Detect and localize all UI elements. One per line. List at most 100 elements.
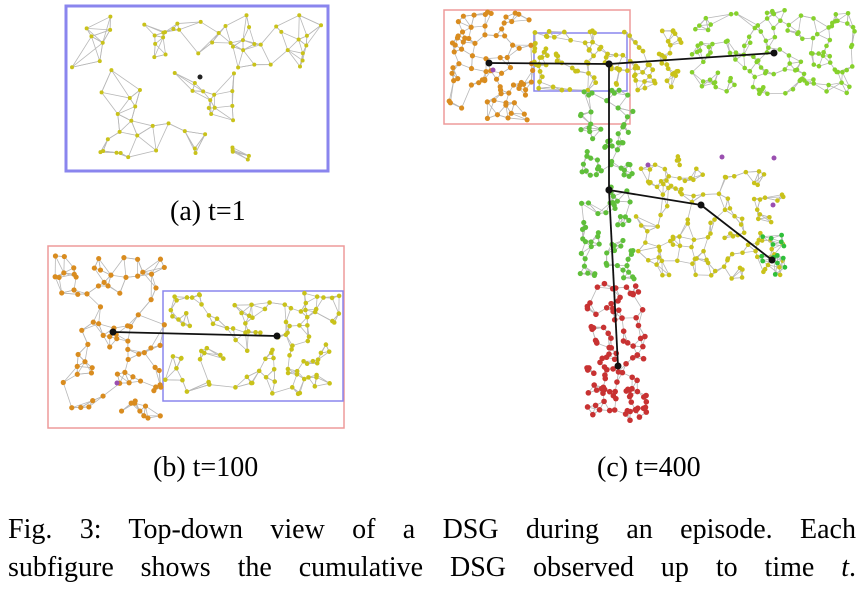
graph-node bbox=[455, 76, 461, 82]
graph-node bbox=[613, 80, 619, 86]
graph-edge bbox=[144, 24, 155, 36]
graph-edge bbox=[242, 15, 247, 41]
graph-edge bbox=[570, 39, 586, 44]
graph-node bbox=[658, 212, 663, 218]
graph-node bbox=[70, 65, 75, 70]
graph-node bbox=[600, 384, 607, 391]
agent-node bbox=[770, 49, 778, 57]
graph-node bbox=[107, 344, 113, 350]
graph-node bbox=[839, 80, 844, 85]
graph-edge bbox=[539, 81, 554, 88]
graph-node bbox=[263, 374, 269, 380]
graph-node bbox=[455, 33, 461, 39]
figure-caption-text-2: subfigure shows the cumulative DSG obser… bbox=[8, 552, 815, 583]
graph-node bbox=[633, 40, 638, 45]
graph-node bbox=[852, 29, 857, 34]
graph-edge bbox=[103, 150, 117, 154]
graph-edge bbox=[204, 352, 224, 359]
graph-edge bbox=[487, 93, 502, 103]
graph-node bbox=[677, 243, 683, 249]
graph-edge bbox=[292, 340, 308, 347]
graph-node bbox=[581, 219, 587, 226]
graph-node bbox=[635, 87, 641, 93]
graph-node bbox=[300, 58, 305, 63]
graph-node bbox=[621, 275, 627, 281]
graph-node bbox=[591, 382, 598, 388]
graph-edge bbox=[232, 147, 250, 157]
graph-edge bbox=[127, 349, 145, 354]
agent-node bbox=[109, 328, 117, 336]
graph-node bbox=[582, 256, 588, 262]
graph-edge bbox=[194, 134, 206, 149]
graph-edge bbox=[150, 324, 165, 349]
graph-node bbox=[256, 368, 262, 374]
graph-node bbox=[450, 65, 456, 71]
graph-edge bbox=[98, 323, 115, 329]
graph-node bbox=[786, 22, 792, 28]
graph-node bbox=[798, 59, 804, 65]
graph-edge bbox=[130, 106, 136, 121]
graph-node bbox=[89, 365, 95, 371]
graph-node bbox=[101, 279, 107, 286]
graph-node bbox=[269, 350, 274, 355]
graph-node bbox=[756, 169, 762, 174]
graph-node bbox=[56, 274, 62, 281]
graph-node bbox=[314, 375, 319, 380]
graph-node bbox=[741, 230, 747, 236]
graph-node bbox=[602, 372, 608, 378]
graph-edge bbox=[71, 400, 93, 409]
graph-node bbox=[625, 256, 631, 262]
graph-node bbox=[585, 270, 591, 276]
graph-node bbox=[654, 184, 660, 190]
graph-edge bbox=[287, 49, 303, 61]
agent-node bbox=[605, 60, 613, 68]
graph-edge bbox=[251, 302, 270, 306]
graph-node bbox=[821, 49, 826, 55]
graph-node bbox=[521, 81, 527, 87]
graph-edge bbox=[225, 25, 231, 44]
graph-node bbox=[166, 121, 171, 126]
graph-node bbox=[844, 90, 850, 96]
graph-node bbox=[250, 315, 255, 320]
graph-node bbox=[627, 392, 634, 398]
graph-edge bbox=[554, 36, 571, 41]
graph-node bbox=[792, 68, 798, 73]
graph-edge bbox=[581, 203, 585, 223]
graph-node bbox=[133, 104, 138, 109]
graph-node bbox=[90, 319, 96, 325]
graph-node bbox=[118, 408, 125, 414]
graph-node bbox=[698, 41, 704, 46]
graph-node bbox=[601, 364, 608, 370]
object-nodes bbox=[689, 7, 857, 97]
graph-node bbox=[294, 372, 300, 377]
graph-edge bbox=[281, 31, 299, 40]
graph-node bbox=[772, 271, 778, 277]
graph-node bbox=[125, 338, 131, 344]
graph-node bbox=[742, 65, 748, 71]
graph-node bbox=[511, 100, 517, 106]
graph-node bbox=[97, 304, 104, 310]
graph-node bbox=[180, 377, 185, 383]
graph-edge bbox=[101, 92, 119, 115]
graph-node bbox=[537, 69, 543, 74]
graph-node bbox=[624, 407, 631, 414]
graph-a bbox=[64, 4, 330, 173]
graph-node bbox=[327, 381, 332, 386]
graph-node bbox=[652, 80, 658, 86]
graph-node bbox=[458, 46, 465, 52]
graph-node bbox=[603, 304, 610, 311]
graph-edge bbox=[635, 216, 658, 227]
graph-node bbox=[760, 84, 766, 90]
graph-edge bbox=[151, 258, 161, 275]
graph-edge bbox=[138, 314, 165, 326]
graph-node bbox=[172, 294, 177, 299]
agent-node bbox=[485, 59, 493, 67]
graph-edge bbox=[756, 256, 764, 272]
graph-node bbox=[75, 351, 81, 358]
graph-node bbox=[668, 84, 674, 90]
graph-node bbox=[728, 11, 734, 17]
graph-node bbox=[693, 26, 698, 32]
graph-node bbox=[647, 62, 652, 68]
graph-node bbox=[666, 272, 672, 278]
graph-node bbox=[712, 217, 717, 222]
